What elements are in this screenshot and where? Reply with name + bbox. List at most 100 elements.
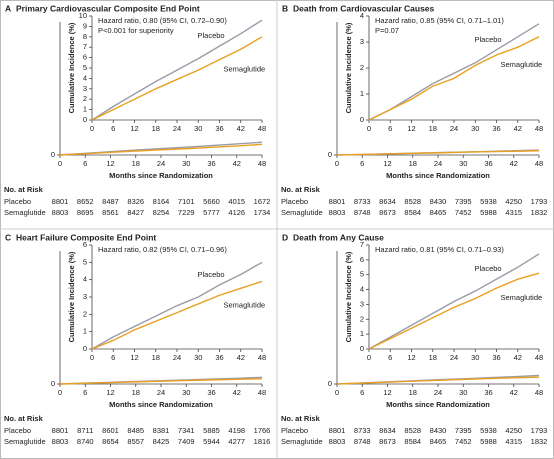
- risk-count: 5660: [203, 197, 220, 206]
- risk-count: 5885: [203, 426, 220, 435]
- risk-count: 4277: [228, 437, 245, 446]
- x-tick-label: 12: [383, 388, 391, 397]
- risk-count: 8326: [127, 197, 144, 206]
- inset-x-tick-label: 0: [90, 124, 94, 133]
- risk-count: 4315: [505, 208, 522, 217]
- inset-x-tick-label: 42: [514, 353, 522, 362]
- inset-y-tick-label: 5: [360, 270, 364, 279]
- risk-count: 7395: [455, 426, 472, 435]
- inset-x-tick-label: 24: [173, 353, 181, 362]
- risk-count: 8164: [153, 197, 170, 206]
- inset-y-tick-label: 10: [79, 11, 87, 20]
- inset-y-tick-label: 2: [83, 94, 87, 103]
- inset-y-tick-label: 6: [360, 255, 364, 264]
- x-tick-label: 36: [484, 388, 492, 397]
- risk-count: 5988: [480, 437, 497, 446]
- inset-x-tick-label: 12: [130, 353, 138, 362]
- x-tick-label: 42: [233, 388, 241, 397]
- inset-series-line: [368, 36, 540, 121]
- inset-x-tick-label: 12: [130, 124, 138, 133]
- x-tick-label: 0: [335, 388, 339, 397]
- inset-series-line: [91, 280, 263, 350]
- risk-title: No. at Risk: [281, 414, 321, 423]
- risk-count: 8748: [354, 208, 371, 217]
- x-tick-label: 42: [233, 159, 241, 168]
- inset-y-tick-label: 9: [83, 21, 87, 30]
- risk-count: 7101: [178, 197, 195, 206]
- inset-x-tick-label: 30: [471, 124, 479, 133]
- risk-count: 1832: [531, 437, 548, 446]
- x-tick-label: 18: [132, 159, 140, 168]
- x-tick-label: 24: [157, 159, 165, 168]
- panel-letter: B: [282, 3, 288, 13]
- risk-count: 8652: [77, 197, 94, 206]
- inset-x-tick-label: 48: [258, 124, 266, 133]
- risk-count: 8803: [329, 437, 346, 446]
- risk-row-label: Placebo: [281, 426, 308, 435]
- annotation: Hazard ratio, 0.80 (95% CI, 0.72–0.90): [98, 16, 227, 25]
- inset-y-tick-label: 4: [360, 11, 364, 20]
- risk-count: 8487: [102, 197, 119, 206]
- risk-count: 8803: [52, 437, 69, 446]
- inset-x-tick-label: 6: [388, 353, 392, 362]
- series-label: Placebo: [198, 270, 225, 279]
- x-tick-label: 30: [182, 159, 190, 168]
- x-tick-label: 12: [383, 159, 391, 168]
- x-tick-label: 30: [459, 159, 467, 168]
- x-tick-label: 18: [132, 388, 140, 397]
- inset-y-tick-label: 2: [360, 63, 364, 72]
- inset-y-tick-label: 8: [83, 32, 87, 41]
- series-label: Semaglutide: [501, 60, 543, 69]
- risk-count: 7452: [455, 437, 472, 446]
- y-tick-label: 0: [328, 150, 332, 159]
- inset-x-tick-label: 36: [215, 353, 223, 362]
- inset-y-tick-label: 4: [83, 73, 87, 82]
- risk-count: 5944: [203, 437, 220, 446]
- inset-y-tick-label: 7: [83, 42, 87, 51]
- y-tick-label: 0: [51, 379, 55, 388]
- risk-count: 8430: [430, 426, 447, 435]
- inset-x-tick-label: 0: [90, 353, 94, 362]
- inset-x-tick-label: 42: [237, 353, 245, 362]
- x-tick-label: 36: [484, 159, 492, 168]
- inset-x-tick-label: 42: [237, 124, 245, 133]
- inset-x-tick-label: 18: [152, 353, 160, 362]
- risk-count: 7409: [178, 437, 195, 446]
- panel-title: Primary Cardiovascular Composite End Poi…: [16, 3, 200, 13]
- inset-x-tick-label: 12: [407, 124, 415, 133]
- x-tick-label: 18: [409, 388, 417, 397]
- inset-series-line: [91, 36, 263, 121]
- x-tick-label: 48: [535, 388, 543, 397]
- risk-count: 4198: [228, 426, 245, 435]
- annotation: Hazard ratio, 0.85 (95% CI, 0.71–1.01): [375, 16, 504, 25]
- series-label: Placebo: [198, 31, 225, 40]
- inset-y-tick-label: 4: [360, 285, 364, 294]
- x-axis-label: Months since Randomization: [109, 400, 213, 409]
- x-tick-label: 48: [535, 159, 543, 168]
- series-label: Semaglutide: [224, 65, 266, 74]
- risk-count: 5988: [480, 208, 497, 217]
- risk-count: 8634: [379, 197, 396, 206]
- annotation: Hazard ratio, 0.82 (95% CI, 0.71–0.96): [98, 245, 227, 254]
- series-line: [59, 378, 263, 385]
- risk-count: 8427: [127, 208, 144, 217]
- inset-x-tick-label: 48: [258, 353, 266, 362]
- risk-count: 4250: [505, 426, 522, 435]
- inset-y-tick-label: 3: [360, 37, 364, 46]
- series-line: [336, 150, 540, 156]
- risk-count: 8430: [430, 197, 447, 206]
- x-axis-label: Months since Randomization: [386, 400, 490, 409]
- risk-count: 8425: [153, 437, 170, 446]
- x-tick-label: 24: [434, 159, 442, 168]
- risk-title: No. at Risk: [281, 185, 321, 194]
- y-tick-label: 0: [328, 379, 332, 388]
- risk-count: 8740: [77, 437, 94, 446]
- risk-count: 8801: [52, 426, 69, 435]
- annotation: P=0.07: [375, 26, 399, 35]
- risk-title: No. at Risk: [4, 414, 44, 423]
- risk-count: 8801: [52, 197, 69, 206]
- inset-x-tick-label: 48: [535, 353, 543, 362]
- x-axis-label: Months since Randomization: [386, 171, 490, 180]
- inset-x-tick-label: 24: [450, 353, 458, 362]
- inset-x-tick-label: 6: [111, 353, 115, 362]
